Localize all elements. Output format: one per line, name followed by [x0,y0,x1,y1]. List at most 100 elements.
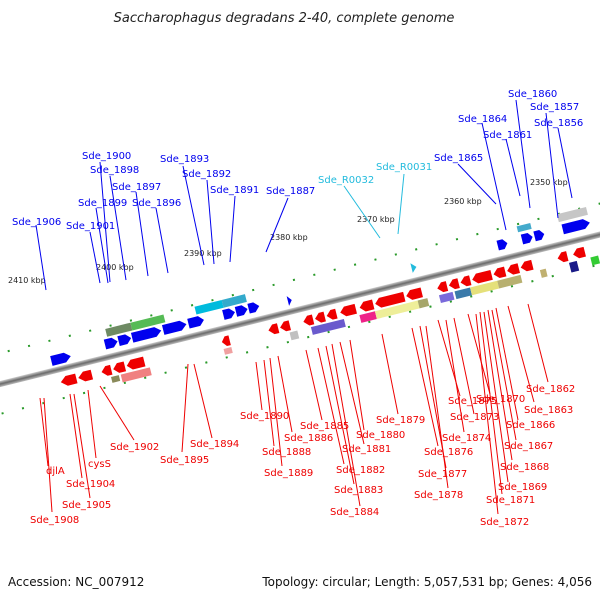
top-leader-lines [35,99,573,291]
kbp-tick: 2400 kbp [96,263,134,272]
gene-label[interactable]: Sde_1864 [458,114,507,125]
gene-label[interactable]: Sde_1876 [424,447,473,458]
gene-label[interactable]: Sde_1880 [356,430,405,441]
rna-gene-label[interactable]: Sde_R0031 [376,162,432,173]
gene-arrow-forward[interactable] [117,333,132,346]
gene-arrow-reverse[interactable] [436,281,449,293]
gene-arrow-reverse[interactable] [325,308,338,321]
gene-arrow-reverse[interactable] [77,369,94,383]
gene-label[interactable]: Sde_1863 [524,405,573,416]
gene-arrow-reverse[interactable] [492,266,507,280]
gene-arrow-forward[interactable] [533,229,545,242]
gene-arrow-reverse[interactable] [267,323,280,335]
gene-label[interactable]: Sde_1878 [414,490,463,501]
gene-label[interactable]: Sde_1881 [342,444,391,455]
gene-label[interactable]: Sde_1892 [182,169,231,180]
gene-arrow-reverse[interactable] [556,251,569,263]
gene-arrow-reverse[interactable] [100,364,113,377]
gene-arrow-forward[interactable] [496,238,508,251]
gene-label[interactable]: Sde_1857 [530,102,579,113]
feature-box [417,298,430,309]
gene-arrow-forward[interactable] [520,232,534,245]
gene-label[interactable]: Sde_1900 [82,151,131,162]
gene-label[interactable]: Sde_1862 [526,384,575,395]
gene-label[interactable]: Sde_1894 [190,439,239,450]
gene-label[interactable]: Sde_1908 [30,515,79,526]
gene-label[interactable]: Sde_1901 [66,221,115,232]
rna-gene-arrow[interactable] [410,262,417,273]
gene-label[interactable]: Sde_1861 [483,130,532,141]
gene-label[interactable]: Sde_1904 [66,479,115,490]
gene-label[interactable]: Sde_1883 [334,485,383,496]
feature-box [497,274,523,289]
gene-label[interactable]: Sde_1893 [160,154,209,165]
gene-arrow-reverse[interactable] [448,278,460,290]
gene-arrow-forward[interactable] [130,326,163,343]
gene-arrow-forward[interactable] [561,218,592,235]
gene-label[interactable]: Sde_1873 [450,412,499,423]
gene-label[interactable]: Sde_1874 [442,433,491,444]
gene-arrow-reverse[interactable] [126,356,146,371]
gene-label[interactable]: Sde_1891 [210,185,259,196]
gene-label[interactable]: Sde_1879 [376,415,425,426]
gene-label[interactable]: Sde_1905 [62,500,111,511]
gene-label[interactable]: Sde_1868 [500,462,549,473]
gene-arrow-forward[interactable] [234,304,249,317]
gene-label[interactable]: Sde_1856 [534,118,583,129]
gene-arrow-reverse[interactable] [374,291,406,309]
gene-arrow-forward[interactable] [161,319,188,335]
gene-arrow-reverse[interactable] [314,311,326,324]
gene-label[interactable]: Sde_1869 [498,482,547,493]
kbp-tick: 2370 kbp [357,215,395,224]
gene-label[interactable]: Sde_1872 [480,517,529,528]
gene-arrow-forward[interactable] [247,301,260,314]
gene-label[interactable]: Sde_1899 [78,198,127,209]
gene-label[interactable]: Sde_1877 [418,469,467,480]
gene-label[interactable]: Sde_1865 [434,153,483,164]
gene-arrow-forward[interactable] [50,351,72,366]
gene-label[interactable]: Sde_1906 [12,217,61,228]
feature-box [590,255,600,266]
forward-feature-boxes [105,207,588,337]
gene-label[interactable]: Sde_1886 [284,433,333,444]
gene-label[interactable]: cysS [88,459,111,470]
gene-arrow-reverse[interactable] [112,361,127,374]
gene-arrow-reverse[interactable] [279,320,292,332]
feature-box [221,294,247,308]
gene-label[interactable]: Sde_1887 [266,186,315,197]
gene-label[interactable]: Sde_1867 [504,441,553,452]
gene-label[interactable]: Sde_1885 [300,421,349,432]
gene-arrow-reverse[interactable] [60,373,78,388]
gene-label[interactable]: Sde_1866 [506,420,555,431]
gene-arrow-reverse[interactable] [358,299,375,313]
gene-label[interactable]: Sde_1889 [264,468,313,479]
gene-arrow-forward[interactable] [187,315,205,329]
gene-label[interactable]: djlA [46,466,65,477]
gene-label[interactable]: Sde_1890 [240,411,289,422]
gene-label[interactable]: Sde_1898 [90,165,139,176]
gene-arrow-reverse[interactable] [221,335,231,347]
gene-arrow-reverse[interactable] [506,263,520,276]
gene-label[interactable]: Sde_1895 [160,455,209,466]
gene-label[interactable]: Sde_1882 [336,465,385,476]
gene-label[interactable]: Sde_1875 [448,396,497,407]
gene-arrow-reverse[interactable] [339,303,357,318]
gene-label[interactable]: Sde_1884 [330,507,379,518]
gene-arrow-reverse[interactable] [471,270,493,285]
gene-arrow-reverse[interactable] [520,259,534,273]
gene-arrow-reverse[interactable] [459,275,472,287]
gene-arrow-reverse[interactable] [405,287,423,301]
gene-label[interactable]: Sde_1902 [110,442,159,453]
gene-label[interactable]: Sde_1888 [262,447,311,458]
gene-label[interactable]: Sde_1860 [508,89,557,100]
gene-arrow-reverse[interactable] [572,246,586,260]
gene-label[interactable]: Sde_1896 [132,198,181,209]
gene-arrow-forward[interactable] [103,337,119,350]
gene-arrow-forward[interactable] [222,307,236,320]
gene-arrow-reverse[interactable] [302,314,315,327]
rna-gene-label[interactable]: Sde_R0032 [318,175,374,186]
gene-label[interactable]: Sde_1871 [486,495,535,506]
gene-arrow-forward[interactable] [286,295,293,306]
gene-label[interactable]: Sde_1897 [112,182,161,193]
gene-label[interactable]: Sde_1870 [476,394,525,405]
